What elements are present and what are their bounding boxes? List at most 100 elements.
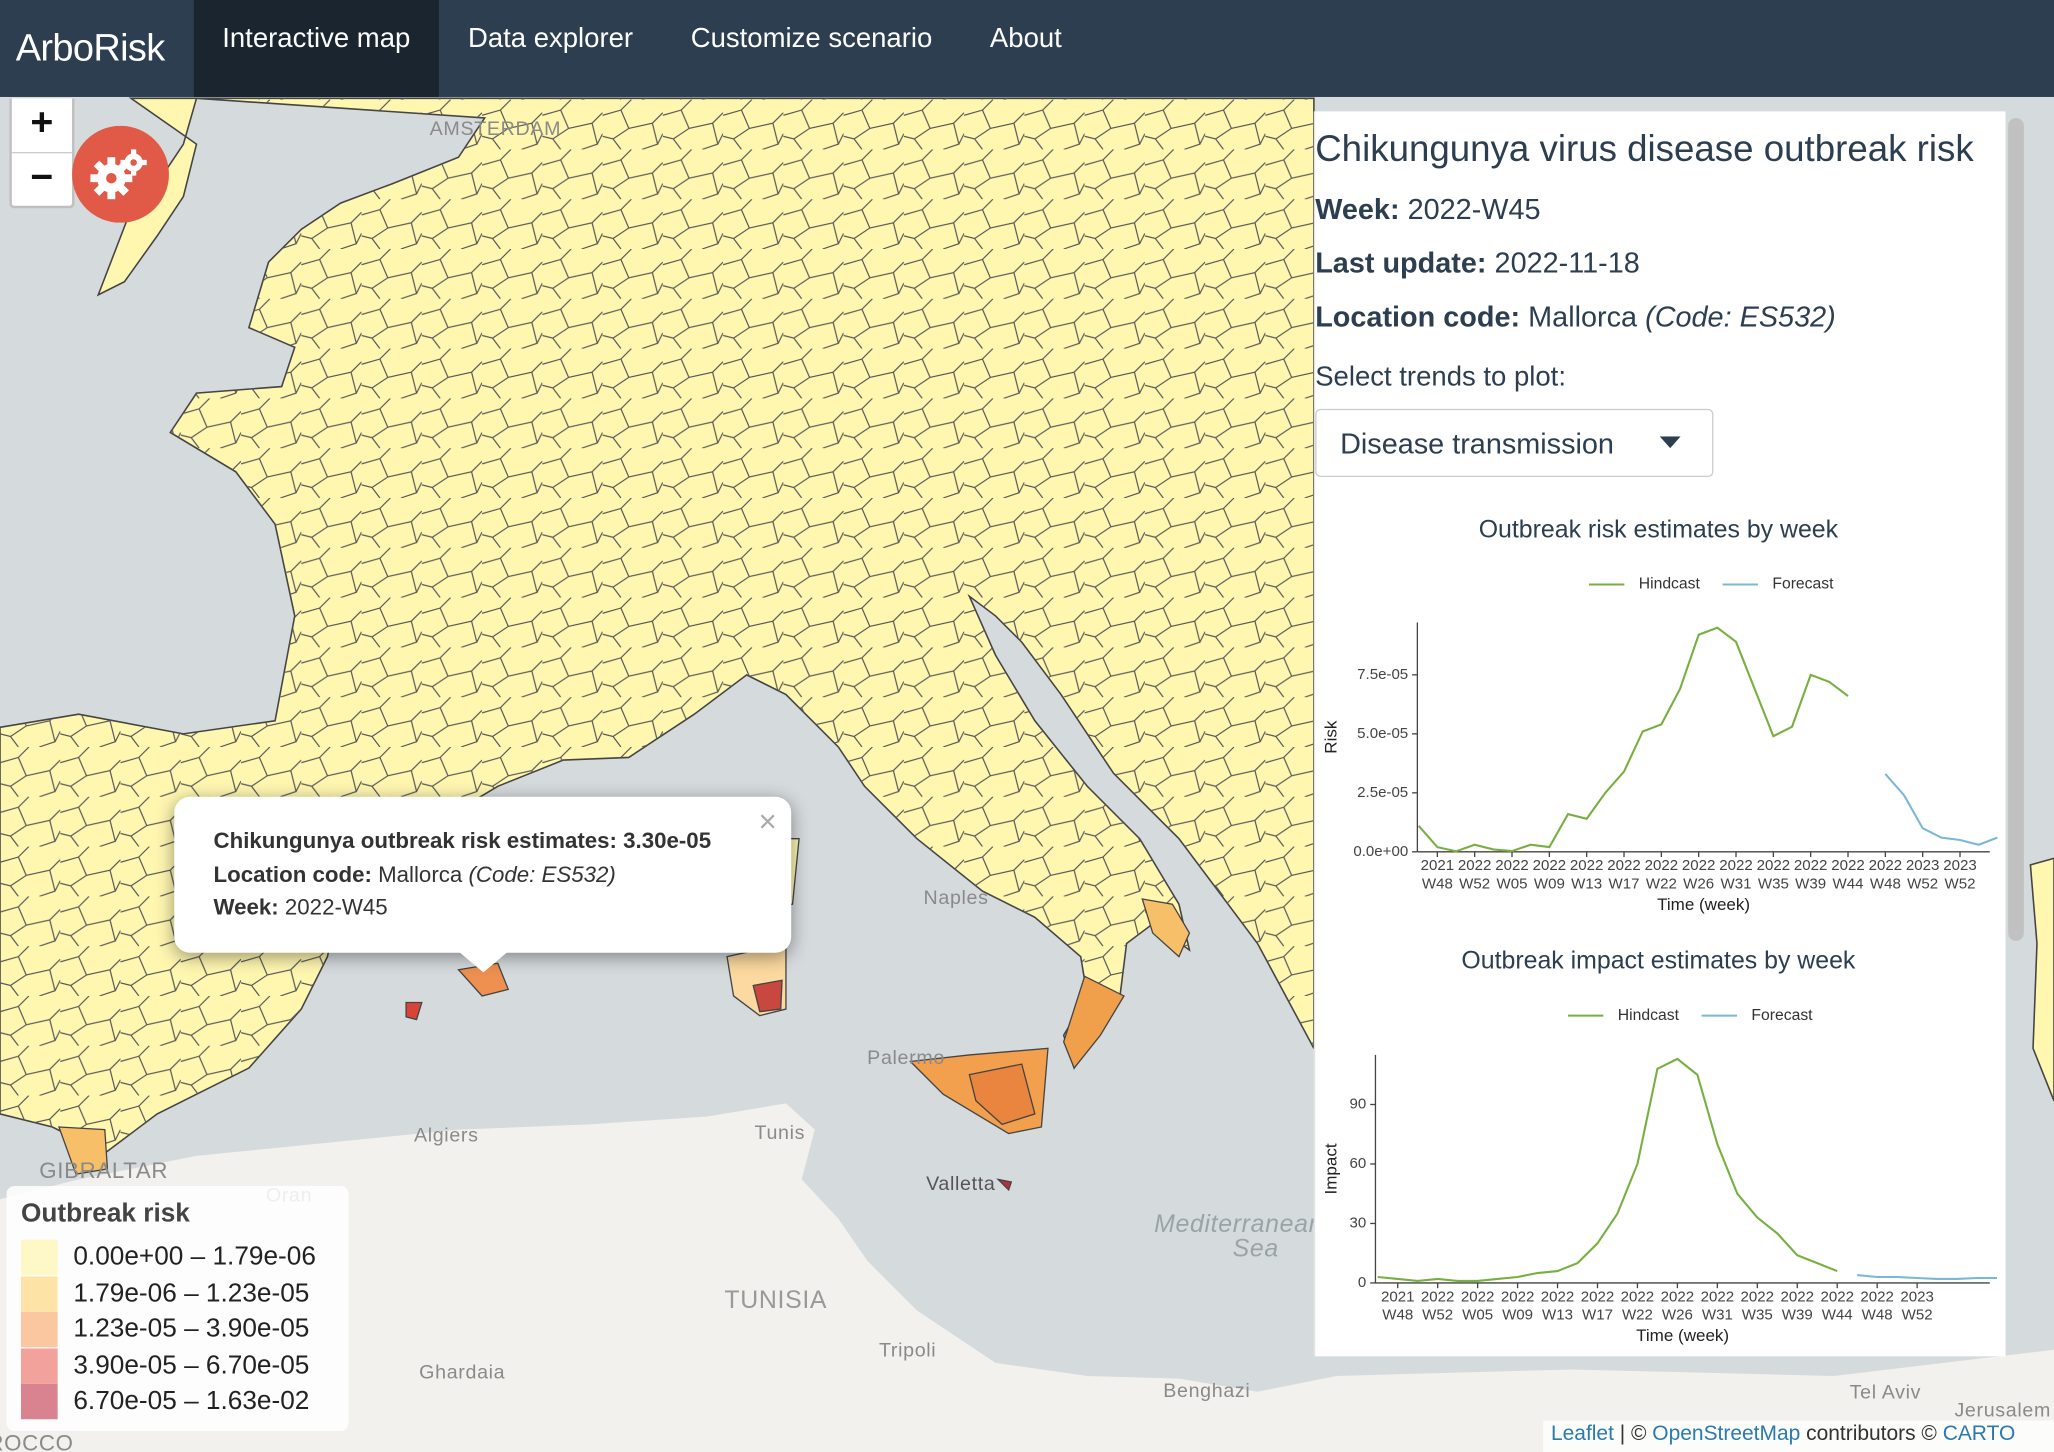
y-tick-label: 0 [1358, 1274, 1366, 1291]
series-line [1857, 1273, 1998, 1281]
scrollbar[interactable] [2008, 117, 2024, 941]
brand[interactable]: ArboRisk [15, 26, 166, 69]
legend-label: Forecast [1751, 1007, 1813, 1024]
map-label: Sea [1232, 1235, 1279, 1264]
y-tick-label: 90 [1350, 1095, 1367, 1112]
legend-swatch [20, 1275, 58, 1312]
attribution-text: | © [1619, 1423, 1647, 1446]
y-tick-label: 2.5e-05 [1357, 784, 1408, 801]
popup: × Chikungunya outbreak risk estimates: 3… [174, 796, 792, 953]
x-tick-label: 2022 W52 [1420, 1289, 1455, 1324]
x-tick-label: 2022 W39 [1780, 1289, 1815, 1324]
legend-swatch [20, 1347, 58, 1384]
x-tick-label: 2022 W31 [1719, 858, 1753, 893]
x-tick-label: 2022 W35 [1756, 858, 1791, 893]
x-tick-label: 2022 W52 [1457, 858, 1492, 893]
legend-label: Hindcast [1639, 576, 1701, 593]
x-tick-label: 2022 W13 [1569, 858, 1604, 893]
x-tick-label: 2022 W26 [1681, 858, 1716, 893]
y-tick-label: 0.0e+00 [1353, 843, 1408, 860]
x-tick-label: 2022 W31 [1700, 1289, 1735, 1324]
zoom-out[interactable]: − [30, 155, 54, 200]
y-axis-title: Impact [1322, 1143, 1341, 1194]
series-line [1884, 773, 1998, 846]
x-tick-label: 2022 W44 [1831, 858, 1865, 893]
popup-location: Mallorca [378, 862, 463, 888]
x-axis-title: Time (week) [1657, 895, 1750, 914]
x-tick-label: 2022 W17 [1607, 858, 1641, 893]
update-label: Last update: [1315, 246, 1487, 280]
x-tick-label: 2022 W09 [1532, 858, 1567, 893]
popup-risk-value: 3.30e-05 [623, 828, 712, 854]
series-line [1417, 626, 1849, 853]
legend-swatch [20, 1383, 58, 1420]
legend-label: 1.79e-06 – 1.23e-05 [73, 1278, 310, 1308]
week: 2022-W45 [1407, 192, 1541, 226]
map-label: Tripoli [878, 1339, 937, 1362]
y-tick-label: 7.5e-05 [1357, 666, 1408, 683]
attribution-link[interactable]: OpenStreetMap [1652, 1423, 1801, 1446]
legend-swatch [20, 1239, 58, 1276]
update: 2022-11-18 [1494, 246, 1640, 280]
x-tick-label: 2022 W48 [1868, 858, 1903, 893]
zoom-control: + − [9, 98, 75, 209]
popup-location-label: Location code: [213, 862, 372, 888]
x-tick-label: 2022 W44 [1820, 1289, 1854, 1324]
x-tick-label: 2022 W05 [1460, 1289, 1495, 1324]
x-tick-label: 2022 W22 [1620, 1289, 1655, 1324]
attribution: Leaflet | © OpenStreetMap contributors ©… [1543, 1420, 2054, 1452]
x-tick-label: 2022 W48 [1860, 1289, 1894, 1324]
map-label: Naples [923, 887, 989, 910]
nav-item[interactable]: Customize scenario [690, 23, 933, 54]
x-tick-label: 2021 W48 [1380, 1289, 1415, 1324]
attribution-text: contributors © [1806, 1423, 1937, 1446]
nav-item[interactable]: Data explorer [467, 23, 634, 54]
popup-close[interactable]: × [758, 804, 777, 841]
legend-label: Hindcast [1618, 1007, 1680, 1024]
map-label: TUNISIA [724, 1286, 828, 1315]
zoom-in[interactable]: + [11, 98, 73, 154]
location: Mallorca [1528, 300, 1638, 333]
popup-week: 2022-W45 [284, 895, 388, 920]
trend-select[interactable]: Disease transmission [1315, 408, 1714, 478]
attribution-link[interactable]: Leaflet [1550, 1423, 1614, 1446]
location-label: Location code: [1315, 300, 1521, 333]
panel-title: Chikungunya virus disease outbreak risk [1315, 128, 1974, 170]
x-tick-label: 2022 W17 [1580, 1289, 1615, 1324]
settings-button[interactable] [72, 125, 169, 223]
map-label: AMSTERDAM [429, 117, 562, 141]
x-tick-label: 2021 W48 [1420, 858, 1455, 893]
map-label: Valletta [926, 1172, 996, 1196]
x-tick-label: 2022 W05 [1495, 858, 1529, 893]
location-code: (Code: ES532) [1645, 300, 1836, 333]
x-tick-label: 2023 W52 [1900, 1289, 1934, 1324]
select-value: Disease transmission [1340, 427, 1614, 460]
legend: Outbreak risk 0.00e+00 – 1.79e-06 1.79e-0… [6, 1185, 349, 1432]
x-tick-label: 2022 W22 [1644, 858, 1679, 893]
attribution-link[interactable]: CARTO [1942, 1423, 2016, 1446]
x-tick-label: 2023 W52 [1905, 858, 1940, 893]
nav-item[interactable]: Interactive map [193, 0, 440, 97]
x-axis-title: Time (week) [1636, 1326, 1729, 1345]
nav-item[interactable]: About [989, 23, 1062, 54]
popup-tip [458, 951, 509, 973]
legend-label: 0.00e+00 – 1.79e-06 [73, 1242, 316, 1272]
map-label: Benghazi [1163, 1379, 1251, 1403]
y-tick-label: 5.0e-05 [1357, 725, 1408, 742]
x-tick-label: 2022 W26 [1660, 1289, 1695, 1324]
select-caret [1659, 436, 1681, 449]
map-label: Tunis [754, 1121, 806, 1145]
map-label: Algiers [413, 1124, 479, 1147]
side-panel [1313, 111, 2006, 1357]
y-axis-title: Risk [1322, 720, 1341, 754]
legend-label: Forecast [1772, 576, 1834, 593]
week-label: Week: [1315, 192, 1400, 226]
chart-title: Outbreak risk estimates by week [1479, 515, 1839, 543]
popup-location-code: (Code: ES532) [468, 862, 616, 888]
map-label: Tel Aviv [1849, 1381, 1922, 1404]
map-label: Mediterranean [1154, 1210, 1324, 1239]
map-label: Ghardaia [419, 1361, 506, 1384]
